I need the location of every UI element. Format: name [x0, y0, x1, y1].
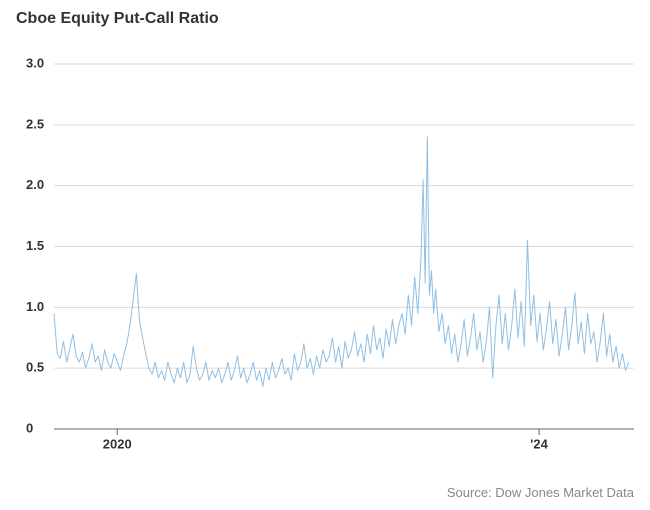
chart-source: Source: Dow Jones Market Data — [447, 485, 634, 500]
chart-plot: 0 0.5 1.0 1.5 2.0 2.5 3.0 2020 '24 — [14, 34, 636, 464]
svg-text:0: 0 — [26, 420, 33, 435]
svg-text:'24: '24 — [530, 437, 548, 452]
chart-title: Cboe Equity Put-Call Ratio — [16, 10, 636, 28]
svg-text:2.0: 2.0 — [26, 177, 44, 192]
svg-text:3.0: 3.0 — [26, 55, 44, 70]
svg-text:1.0: 1.0 — [26, 299, 44, 314]
svg-text:0.5: 0.5 — [26, 360, 44, 375]
chart-container: Cboe Equity Put-Call Ratio 0 0.5 1.0 1.5 2.0… — [0, 0, 650, 510]
svg-text:2020: 2020 — [103, 437, 132, 452]
svg-text:1.5: 1.5 — [26, 238, 44, 253]
svg-text:2.5: 2.5 — [26, 116, 44, 131]
